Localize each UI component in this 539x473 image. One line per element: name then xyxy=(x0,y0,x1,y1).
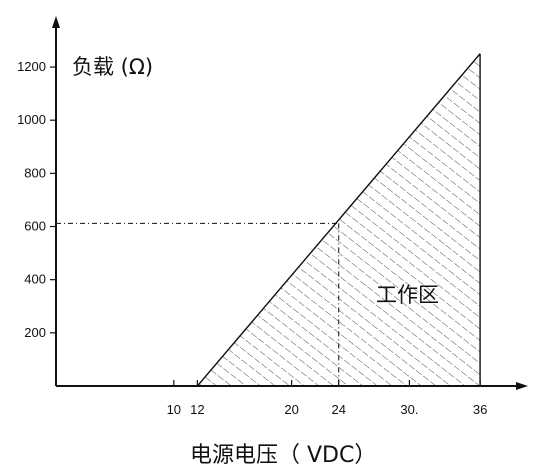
region-boundary-line xyxy=(196,53,481,387)
y-tick-label-800: 800 xyxy=(24,165,46,180)
working-region-label: 工作区 xyxy=(376,283,439,307)
y-axis-arrow xyxy=(52,16,60,28)
ticks-layer: 200 400 600 800 1000 1200 10 12 20 24 30. 36 xyxy=(17,59,487,417)
y-tick-label-600: 600 xyxy=(24,219,46,234)
x-tick-label-24: 24 xyxy=(331,402,345,417)
x-tick-label-10: 10 xyxy=(167,402,181,417)
axes-layer xyxy=(52,16,528,390)
y-tick-label-1200: 1200 xyxy=(17,59,46,74)
region-layer xyxy=(56,53,481,387)
x-axis-label: 电源电压（ VDC） xyxy=(190,443,376,468)
y-tick-label-400: 400 xyxy=(24,272,46,287)
x-tick-label-30: 30. xyxy=(400,402,418,417)
y-tick-label-200: 200 xyxy=(24,325,46,340)
x-tick-label-20: 20 xyxy=(284,402,298,417)
x-axis-arrow xyxy=(516,382,528,390)
y-axis-label: 负载 (Ω) xyxy=(72,55,153,79)
x-tick-label-12: 12 xyxy=(190,402,204,417)
x-tick-label-36: 36 xyxy=(473,402,487,417)
y-tick-label-1000: 1000 xyxy=(17,112,46,127)
